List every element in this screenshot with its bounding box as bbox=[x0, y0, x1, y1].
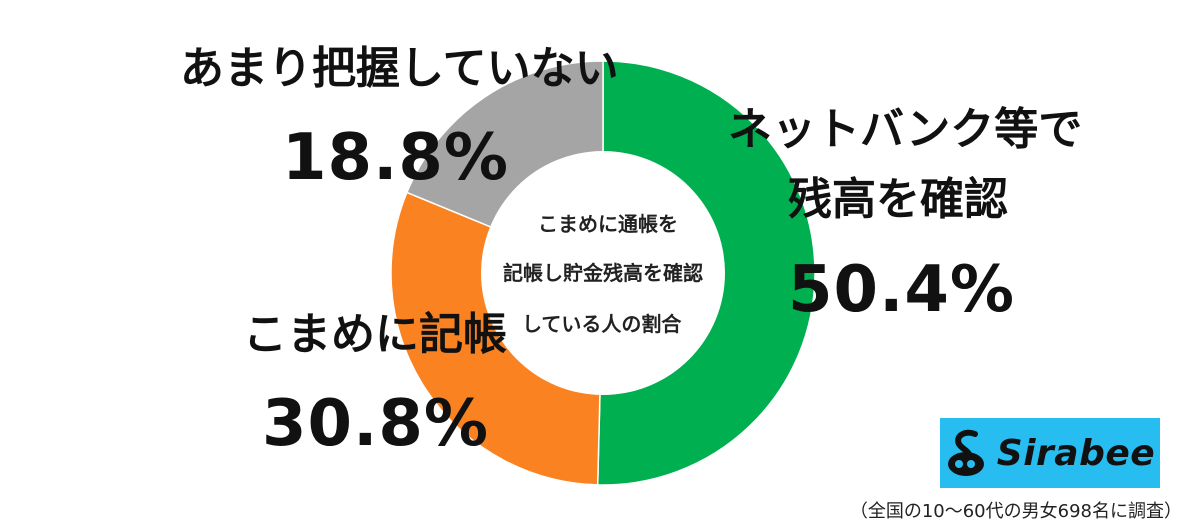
slice-value-haaku: 18.8% bbox=[282, 121, 510, 195]
slice-label-kicho: こまめに記帳 bbox=[243, 309, 507, 360]
survey-footnote: （全国の10〜60代の男女698名に調査） bbox=[849, 501, 1182, 522]
slice-value-kicho: 30.8% bbox=[262, 387, 490, 461]
slice-value-netbank: 50.4% bbox=[788, 253, 1016, 327]
sirabee-logo-text: Sirabee bbox=[996, 432, 1156, 474]
center-label-line-1: こまめに通帳を bbox=[538, 212, 678, 236]
donut-hole bbox=[481, 151, 725, 395]
sirabee-mark-icon bbox=[947, 429, 984, 476]
sirabee-logo: Sirabee bbox=[940, 418, 1160, 488]
center-label-line-3: している人の割合 bbox=[522, 312, 682, 336]
slice-label-netbank-line-2: 残高を確認 bbox=[788, 174, 1008, 225]
slice-label-netbank-line-1: ネットバンク等で bbox=[728, 104, 1083, 155]
center-label-line-2: 記帳し貯金残高を確認 bbox=[503, 261, 703, 285]
slice-label-haaku: あまり把握していない bbox=[180, 43, 619, 94]
